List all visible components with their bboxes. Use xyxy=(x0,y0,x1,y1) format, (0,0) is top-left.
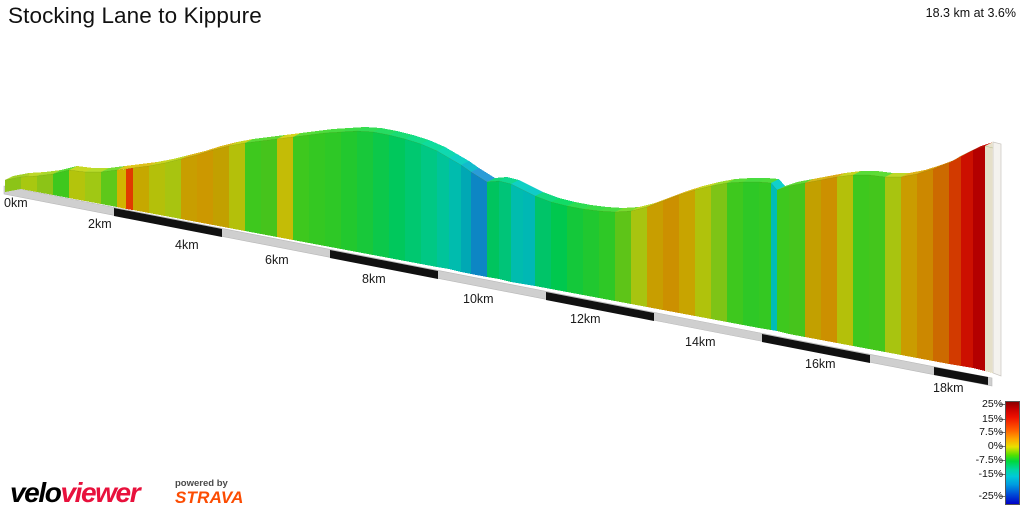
powered-by-label: powered by xyxy=(175,478,228,489)
axis-label-6km: 6km xyxy=(265,253,289,267)
axis-label-14km: 14km xyxy=(685,335,716,349)
axis-label-10km: 10km xyxy=(463,292,494,306)
axis-label-0km: 0km xyxy=(4,196,28,210)
legend-tick-25: 25% xyxy=(981,398,1003,410)
powered-by-strava[interactable]: powered by STRAVA xyxy=(175,478,265,506)
legend-tick-n25: -25% xyxy=(978,490,1003,502)
legend-tick-n15: -15% xyxy=(978,468,1003,480)
page-title: Stocking Lane to Kippure xyxy=(8,3,262,28)
axis-label-12km: 12km xyxy=(570,312,601,326)
profile-back-wall xyxy=(13,173,29,179)
axis-tick-segments xyxy=(114,208,988,385)
logo-viewer-text: viewer xyxy=(60,477,140,508)
profile-top-surface xyxy=(5,127,1001,212)
strava-wordmark: STRAVA xyxy=(175,488,244,507)
legend-notch-15 xyxy=(1000,419,1005,420)
legend-notch-25 xyxy=(1000,404,1005,405)
axis-label-18km: 18km xyxy=(933,381,964,395)
legend-tick-n7-5: -7.5% xyxy=(975,454,1003,466)
axis-label-2km: 2km xyxy=(88,217,112,231)
axis-label-16km: 16km xyxy=(805,357,836,371)
legend-tick-0: 0% xyxy=(987,440,1003,452)
profile-crest-line xyxy=(4,130,994,213)
axis-label-8km: 8km xyxy=(362,272,386,286)
profile-end-cap-shadow xyxy=(985,142,993,373)
legend-tick-15: 15% xyxy=(981,413,1003,425)
veloviewer-logo[interactable]: veloviewer xyxy=(10,477,141,508)
axis-strip xyxy=(3,185,993,387)
route-stats: 18.3 km at 3.6% xyxy=(925,6,1016,20)
axis-label-4km: 4km xyxy=(175,238,199,252)
profile-end-cap xyxy=(992,141,1002,377)
legend-notch-7-5 xyxy=(1000,432,1005,433)
gradient-legend: 25% 15% 7.5% 0% -7.5% -15% -25% xyxy=(975,396,1024,512)
logo-velo-text: velo xyxy=(10,477,62,508)
gradient-color-bar xyxy=(1005,401,1020,505)
legend-notch-n25 xyxy=(1000,496,1005,497)
legend-notch-n7-5 xyxy=(1000,460,1005,461)
legend-tick-7-5: 7.5% xyxy=(979,426,1003,438)
legend-notch-0 xyxy=(1000,446,1005,447)
legend-notch-n15 xyxy=(1000,474,1005,475)
